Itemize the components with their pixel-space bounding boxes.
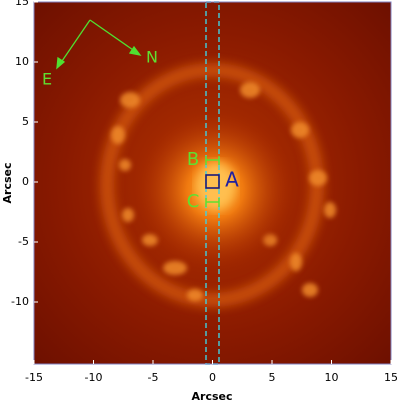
- label-north: N: [146, 48, 158, 67]
- galaxy-image: [34, 2, 391, 364]
- aperture-a: [205, 174, 220, 189]
- label-a: A: [225, 168, 239, 192]
- x-tick-label: -5: [148, 371, 159, 384]
- aperture-bracket: [205, 156, 220, 207]
- y-tick-label: 15: [15, 0, 29, 8]
- y-axis-label: Arcsec: [1, 163, 14, 204]
- x-tick-label: 15: [384, 371, 398, 384]
- label-east: E: [42, 70, 52, 89]
- x-tick-label: 0: [209, 371, 216, 384]
- y-tick-label: -10: [11, 295, 29, 308]
- label-b: B: [187, 149, 199, 170]
- y-tick-label: -5: [18, 235, 29, 248]
- y-tick-label: 0: [22, 175, 29, 188]
- x-tick-label: 10: [325, 371, 339, 384]
- y-tick-label: 5: [22, 115, 29, 128]
- compass: [56, 19, 142, 70]
- x-tick-label: -10: [85, 371, 103, 384]
- y-tick-label: 10: [15, 55, 29, 68]
- x-axis-label: Arcsec: [192, 390, 233, 403]
- x-tick-label: 5: [269, 371, 276, 384]
- label-c: C: [187, 191, 200, 212]
- x-tick-label: -15: [25, 371, 43, 384]
